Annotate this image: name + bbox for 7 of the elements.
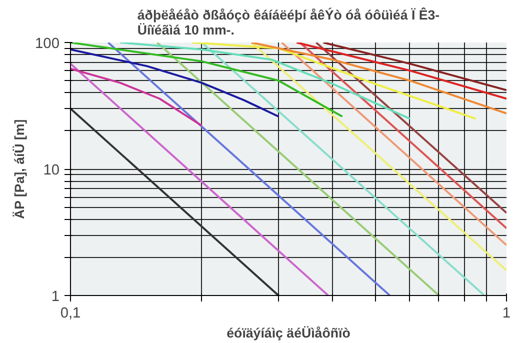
x-tick-label: 0,1 — [60, 306, 81, 322]
chart-title: áðþëåéåò ðßåóçò êáíáëéþí åêÝò óå óôüìéá Ï Ê3- Üíïéãìá 10 mm-. — [137, 8, 440, 38]
y-tick-label: 10 — [43, 162, 60, 178]
y-tick-label: 100 — [35, 36, 60, 52]
y-tick-label: 1 — [51, 289, 60, 305]
x-axis-title: éóïäýíáìç äéÜìåôñïò — [226, 326, 350, 340]
y-axis-title: ÄP [Pa], áíÜ [m] — [12, 119, 28, 219]
